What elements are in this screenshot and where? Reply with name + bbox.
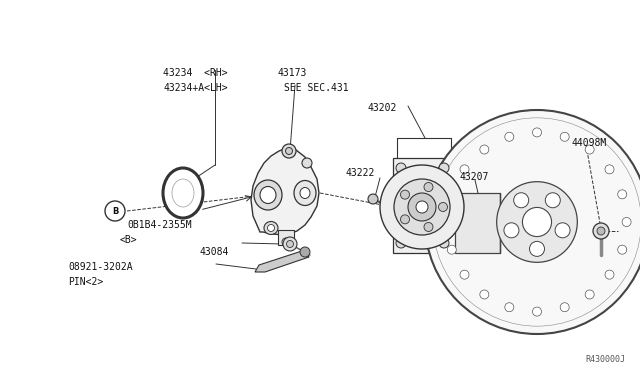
Circle shape: [424, 183, 433, 192]
Circle shape: [597, 227, 605, 235]
Circle shape: [424, 222, 433, 231]
Text: SEE SEC.431: SEE SEC.431: [284, 83, 349, 93]
Circle shape: [443, 218, 452, 227]
Circle shape: [505, 132, 514, 141]
Ellipse shape: [172, 179, 194, 207]
Text: PIN<2>: PIN<2>: [68, 277, 103, 287]
Circle shape: [283, 237, 297, 251]
Circle shape: [408, 193, 436, 221]
Circle shape: [504, 223, 519, 238]
Polygon shape: [393, 158, 452, 253]
Circle shape: [396, 238, 406, 248]
Circle shape: [105, 201, 125, 221]
Text: 43222: 43222: [345, 168, 374, 178]
Circle shape: [447, 190, 456, 199]
Ellipse shape: [300, 187, 310, 199]
Ellipse shape: [302, 158, 312, 168]
Circle shape: [605, 270, 614, 279]
Circle shape: [560, 303, 569, 312]
Ellipse shape: [285, 148, 292, 154]
Circle shape: [560, 132, 569, 141]
Circle shape: [585, 145, 594, 154]
Circle shape: [618, 245, 627, 254]
Circle shape: [505, 303, 514, 312]
Text: 43207: 43207: [460, 172, 490, 182]
Circle shape: [532, 128, 541, 137]
Ellipse shape: [260, 186, 276, 203]
Circle shape: [514, 193, 529, 208]
Circle shape: [545, 193, 560, 208]
Circle shape: [439, 238, 449, 248]
Circle shape: [439, 163, 449, 173]
Circle shape: [522, 208, 552, 237]
Text: B: B: [112, 206, 118, 215]
Circle shape: [605, 165, 614, 174]
Circle shape: [380, 165, 464, 249]
Circle shape: [447, 245, 456, 254]
Ellipse shape: [163, 168, 203, 218]
Text: 43234+A<LH>: 43234+A<LH>: [163, 83, 228, 93]
Ellipse shape: [254, 180, 282, 210]
Text: 43202: 43202: [367, 103, 396, 113]
Text: 08921-3202A: 08921-3202A: [68, 262, 132, 272]
Text: 43234  <RH>: 43234 <RH>: [163, 68, 228, 78]
Circle shape: [497, 182, 577, 262]
Polygon shape: [455, 193, 500, 253]
Text: 43084: 43084: [200, 247, 229, 257]
Text: <B>: <B>: [120, 235, 138, 245]
Circle shape: [532, 307, 541, 316]
Ellipse shape: [268, 224, 275, 231]
Circle shape: [460, 165, 469, 174]
Circle shape: [425, 110, 640, 334]
Ellipse shape: [282, 144, 296, 158]
Circle shape: [593, 223, 609, 239]
Circle shape: [480, 290, 489, 299]
Circle shape: [394, 179, 450, 235]
Polygon shape: [255, 250, 309, 272]
Circle shape: [416, 201, 428, 213]
Ellipse shape: [282, 238, 290, 246]
Circle shape: [300, 247, 310, 257]
Circle shape: [438, 202, 447, 212]
Circle shape: [618, 190, 627, 199]
Ellipse shape: [264, 221, 278, 234]
Ellipse shape: [294, 180, 316, 205]
Text: 43173: 43173: [278, 68, 307, 78]
Text: 0B1B4-2355M: 0B1B4-2355M: [127, 220, 191, 230]
Circle shape: [460, 270, 469, 279]
Text: 44098M: 44098M: [572, 138, 607, 148]
Circle shape: [287, 241, 294, 247]
Circle shape: [529, 241, 545, 256]
Circle shape: [401, 215, 410, 224]
Circle shape: [401, 190, 410, 199]
Circle shape: [396, 163, 406, 173]
Circle shape: [368, 194, 378, 204]
Text: R430000J: R430000J: [585, 355, 625, 364]
Circle shape: [585, 290, 594, 299]
Polygon shape: [251, 148, 319, 235]
Circle shape: [622, 218, 631, 227]
Circle shape: [555, 223, 570, 238]
Polygon shape: [278, 230, 294, 245]
Circle shape: [480, 145, 489, 154]
